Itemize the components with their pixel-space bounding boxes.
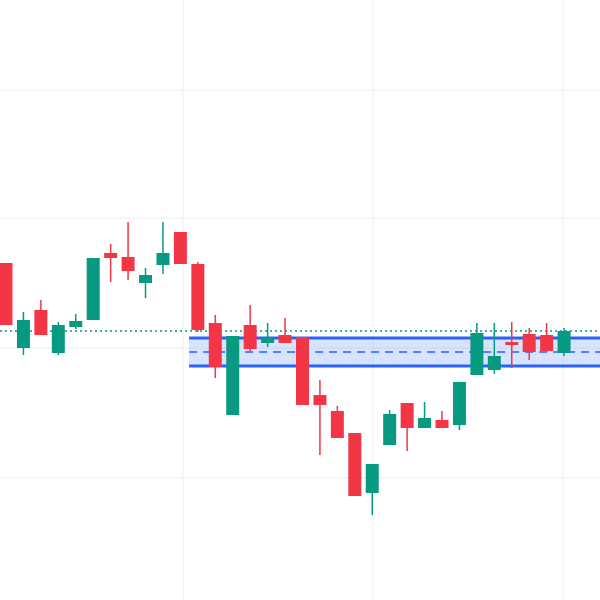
candle-body — [383, 414, 397, 445]
candle-body — [557, 331, 571, 353]
candle-body — [173, 232, 187, 264]
candle-body — [365, 464, 379, 493]
candle-body — [487, 356, 501, 370]
candle-body — [191, 264, 205, 330]
candle-body — [0, 263, 13, 325]
candle-body — [121, 257, 135, 271]
candle-body — [51, 325, 65, 353]
candle-body — [330, 411, 344, 438]
candle-body — [418, 418, 432, 428]
candle-body — [505, 342, 519, 345]
candle-body — [261, 338, 275, 343]
candle-body — [400, 403, 414, 428]
candle-body — [139, 275, 153, 283]
candle-body — [243, 325, 257, 349]
candle-body — [435, 420, 449, 428]
candle-body — [313, 395, 327, 405]
candle-body — [208, 323, 222, 367]
candle-body — [86, 258, 100, 320]
candle-body — [69, 321, 83, 327]
candle-body — [470, 333, 484, 375]
candle-body — [16, 320, 30, 348]
candle-body — [226, 336, 240, 415]
candle-body — [522, 334, 536, 352]
candle-body — [295, 337, 309, 405]
candle-body — [156, 253, 170, 265]
candle-body — [452, 382, 466, 425]
candle-body — [278, 335, 292, 343]
candle-body — [104, 253, 118, 258]
candle-body — [540, 335, 554, 351]
candle-body — [348, 433, 362, 496]
candle-body — [34, 310, 48, 335]
